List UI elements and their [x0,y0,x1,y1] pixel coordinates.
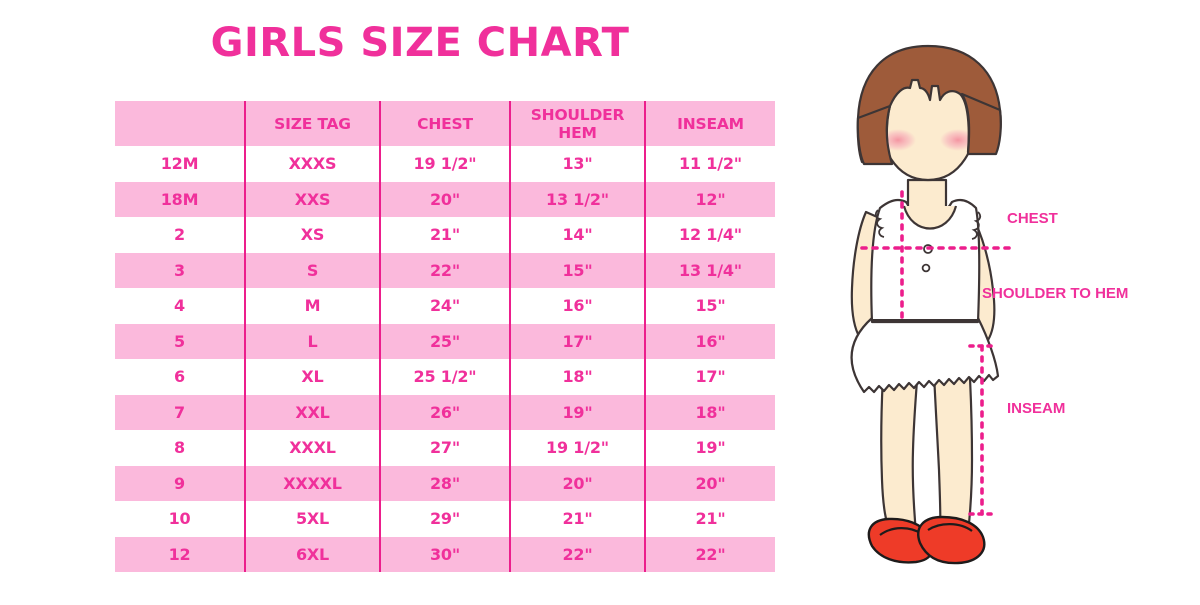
cell-inseam: 20" [644,465,775,501]
left-shoulder-ruffle [874,209,885,238]
table-row: 12 6XL 30" 22" 22" [115,536,775,572]
cell-chest: 29" [379,501,510,537]
cell-shoulder-hem: 19 1/2" [509,430,645,466]
cell-size: 8 [174,438,185,458]
cell-size: 18M [160,189,199,209]
cell-size-tag: M [244,288,380,324]
cell-shoulder-hem: 22" [509,536,645,572]
cell-chest: 25" [379,323,510,359]
table-row: 5 L 25" 17" 16" [115,323,775,359]
label-chest: CHEST [1007,210,1058,227]
cell-inseam: 19" [644,430,775,466]
cell-inseam: 12" [644,181,775,217]
cell-shoulder-hem: 13" [509,146,645,182]
measurement-guides [860,190,1012,516]
cell-size-tag: XXXL [244,430,380,466]
cell-size-tag: XXXXL [244,465,380,501]
cell-inseam: 11 1/2" [644,146,775,182]
table-row: 9 XXXXL 28" 20" 20" [115,465,775,501]
table-header-row: SIZE TAG CHEST SHOULDER HEM INSEAM [115,101,775,146]
cell-chest: 20" [379,181,510,217]
column-header-inseam: INSEAM [644,101,775,146]
cell-size-tag: XL [244,359,380,395]
table-row: 10 5XL 29" 21" 21" [115,501,775,537]
cell-chest: 30" [379,536,510,572]
cell-inseam: 13 1/4" [644,252,775,288]
right-shoe [917,515,986,565]
left-cheek-blush [880,129,916,151]
label-inseam: INSEAM [1007,400,1066,417]
table-row: 4 M 24" 16" 15" [115,288,775,324]
cell-shoulder-hem: 18" [509,359,645,395]
cell-chest: 28" [379,465,510,501]
cell-shoulder-hem: 14" [509,217,645,253]
cell-size: 12 [168,544,191,564]
cell-shoulder-hem: 16" [509,288,645,324]
cell-inseam: 17" [644,359,775,395]
girl-figure-illustration: CHEST SHOULDER TO HEM INSEAM [820,30,1200,600]
cell-shoulder-hem: 20" [509,465,645,501]
hair-left-side [856,104,894,166]
table-row: 3 S 22" 15" 13 1/4" [115,252,775,288]
cell-size-tag: XS [244,217,380,253]
page-title: GIRLS SIZE CHART [210,20,630,66]
button-lower [921,263,931,273]
ruffled-skirt [850,316,1000,394]
cell-chest: 21" [379,217,510,253]
cell-size-tag: L [244,323,380,359]
cell-size: 10 [168,509,191,529]
cell-chest: 25 1/2" [379,359,510,395]
cell-chest: 19 1/2" [379,146,510,182]
cell-size: 12M [160,154,199,174]
column-header-size [115,101,245,146]
cell-size: 3 [174,260,185,280]
cell-inseam: 12 1/4" [644,217,775,253]
cell-shoulder-hem: 13 1/2" [509,181,645,217]
cell-shoulder-hem: 17" [509,323,645,359]
cell-chest: 24" [379,288,510,324]
size-chart-table: SIZE TAG CHEST SHOULDER HEM INSEAM 12M X… [115,101,775,572]
sleeveless-top [870,198,981,324]
cell-inseam: 21" [644,501,775,537]
cell-size-tag: XXL [244,394,380,430]
cell-inseam: 22" [644,536,775,572]
cell-size-tag: S [244,252,380,288]
figure-body-group [850,44,1002,565]
table-row: 12M XXXS 19 1/2" 13" 11 1/2" [115,146,775,182]
cell-inseam: 18" [644,394,775,430]
column-header-shoulder-hem: SHOULDER HEM [509,101,645,146]
cell-size: 4 [174,296,185,316]
cell-size-tag: 6XL [244,536,380,572]
cell-inseam: 15" [644,288,775,324]
table-row: 8 XXXL 27" 19 1/2" 19" [115,430,775,466]
column-header-chest: CHEST [379,101,510,146]
table-row: 2 XS 21" 14" 12 1/4" [115,217,775,253]
table-row: 6 XL 25 1/2" 18" 17" [115,359,775,395]
right-shoulder-ruffle [971,211,982,240]
cell-chest: 27" [379,430,510,466]
label-shoulder-to-hem: SHOULDER TO HEM [982,285,1129,302]
cell-chest: 26" [379,394,510,430]
cell-size: 7 [174,402,185,422]
hair-right-side [960,92,1002,156]
table-row: 18M XXS 20" 13 1/2" 12" [115,181,775,217]
cell-size: 6 [174,367,185,387]
right-cheek-blush [940,129,976,151]
table-row: 7 XXL 26" 19" 18" [115,394,775,430]
cell-size: 2 [174,225,185,245]
cell-size-tag: 5XL [244,501,380,537]
cell-size-tag: XXXS [244,146,380,182]
cell-size: 5 [174,331,185,351]
cell-shoulder-hem: 19" [509,394,645,430]
cell-inseam: 16" [644,323,775,359]
girl-figure-svg [850,44,1012,565]
cell-size-tag: XXS [244,181,380,217]
table-body: 12M XXXS 19 1/2" 13" 11 1/2" 18M XXS 20"… [115,146,775,572]
cell-shoulder-hem: 15" [509,252,645,288]
cell-chest: 22" [379,252,510,288]
column-header-size-tag: SIZE TAG [244,101,380,146]
cell-size: 9 [174,473,185,493]
cell-shoulder-hem: 21" [509,501,645,537]
